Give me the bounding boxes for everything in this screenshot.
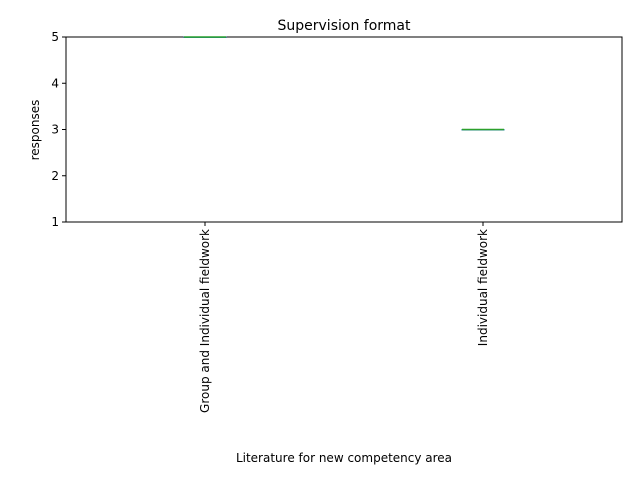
y-axis-label: responses — [28, 100, 42, 161]
y-tick-label: 4 — [51, 76, 59, 90]
plot-area — [65, 36, 623, 223]
y-axis: 1 2 3 4 5 — [51, 30, 66, 229]
y-tick-label: 3 — [51, 123, 59, 137]
x-tick-label: Group and Individual fieldwork — [198, 229, 212, 413]
x-tick-label: Individual fieldwork — [476, 229, 490, 346]
y-tick-label: 5 — [51, 30, 59, 44]
box-series — [183, 36, 505, 131]
chart-title: Supervision format — [278, 18, 411, 34]
x-axis-label: Literature for new competency area — [236, 451, 452, 465]
x-axis: Group and Individual fieldwork Individual… — [198, 222, 490, 413]
y-tick-label: 1 — [51, 215, 59, 229]
y-tick-label: 2 — [51, 169, 59, 183]
